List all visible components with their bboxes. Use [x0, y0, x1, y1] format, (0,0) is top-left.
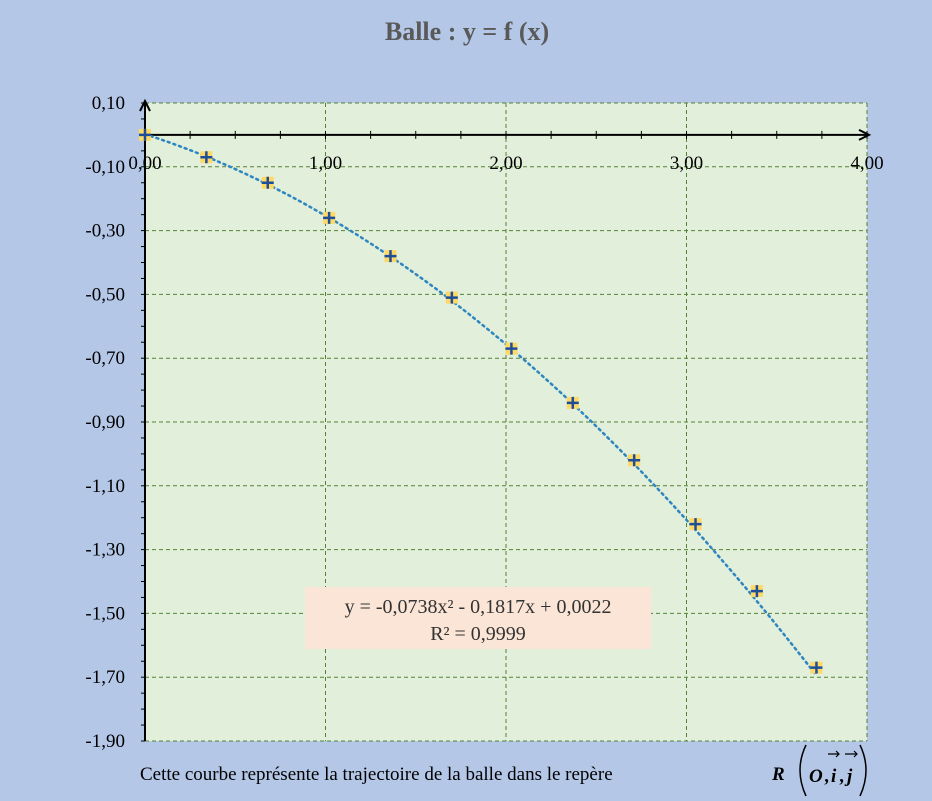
frame-r: R	[771, 764, 785, 785]
data-point	[810, 661, 823, 674]
data-point	[200, 151, 213, 164]
y-tick-label: -0,50	[85, 284, 125, 305]
left-paren	[799, 744, 807, 797]
vector-arrows	[828, 750, 858, 758]
x-tick-label: 2,00	[489, 153, 522, 174]
x-tick-label: 3,00	[670, 153, 703, 174]
y-tick-label: -1,90	[85, 731, 125, 752]
axes	[139, 98, 872, 742]
grid	[144, 102, 868, 742]
x-axis-arrow	[858, 129, 872, 141]
y-tick-label: 0,10	[92, 93, 125, 114]
x-tick-label: 0,00	[128, 153, 161, 174]
data-points	[139, 128, 823, 674]
trendline	[143, 132, 818, 677]
y-tick-label: -1,30	[85, 540, 125, 561]
r-squared: R² = 0,9999	[430, 623, 526, 645]
frame-comma-1: ,	[824, 766, 830, 787]
caption: Cette courbe représente la trajectoire d…	[140, 764, 613, 785]
y-tick-label: -0,70	[85, 348, 125, 369]
y-tick-label: -1,70	[85, 667, 125, 688]
data-point	[445, 291, 458, 304]
data-point	[323, 211, 336, 224]
data-point	[139, 128, 151, 141]
y-tick-label: -1,50	[85, 603, 125, 624]
data-point	[505, 342, 518, 355]
data-point	[566, 396, 579, 409]
data-point	[261, 176, 274, 189]
equation-box	[305, 587, 651, 649]
y-axis-arrow	[139, 98, 151, 112]
data-point	[384, 250, 397, 263]
x-tick-labels: 0,00 1,00 2,00 3,00 4,00	[128, 153, 883, 174]
data-point	[689, 518, 702, 531]
y-tick-label: -0,10	[85, 157, 125, 178]
frame-i: i	[831, 766, 837, 787]
y-tick-label: -1,10	[85, 476, 125, 497]
frame-notation: R O , i , j	[771, 744, 867, 797]
y-tick-label: -0,30	[85, 221, 125, 242]
x-tick-label: 1,00	[309, 153, 342, 174]
x-tick-label: 4,00	[850, 153, 883, 174]
data-point	[628, 454, 641, 467]
frame-comma-2: ,	[839, 766, 845, 787]
data-point	[750, 585, 763, 598]
frame-o: O	[809, 766, 823, 787]
right-paren	[859, 744, 867, 797]
chart-title: Balle : y = f (x)	[385, 17, 549, 46]
y-tick-labels: 0,10 -0,10 -0,30 -0,50 -0,70 -0,90 -1,10 -1,30 -…	[85, 93, 125, 752]
trendline-equation: y = -0,0738x² - 0,1817x + 0,0022	[345, 596, 612, 618]
y-tick-label: -0,90	[85, 412, 125, 433]
frame-j: j	[844, 766, 853, 787]
